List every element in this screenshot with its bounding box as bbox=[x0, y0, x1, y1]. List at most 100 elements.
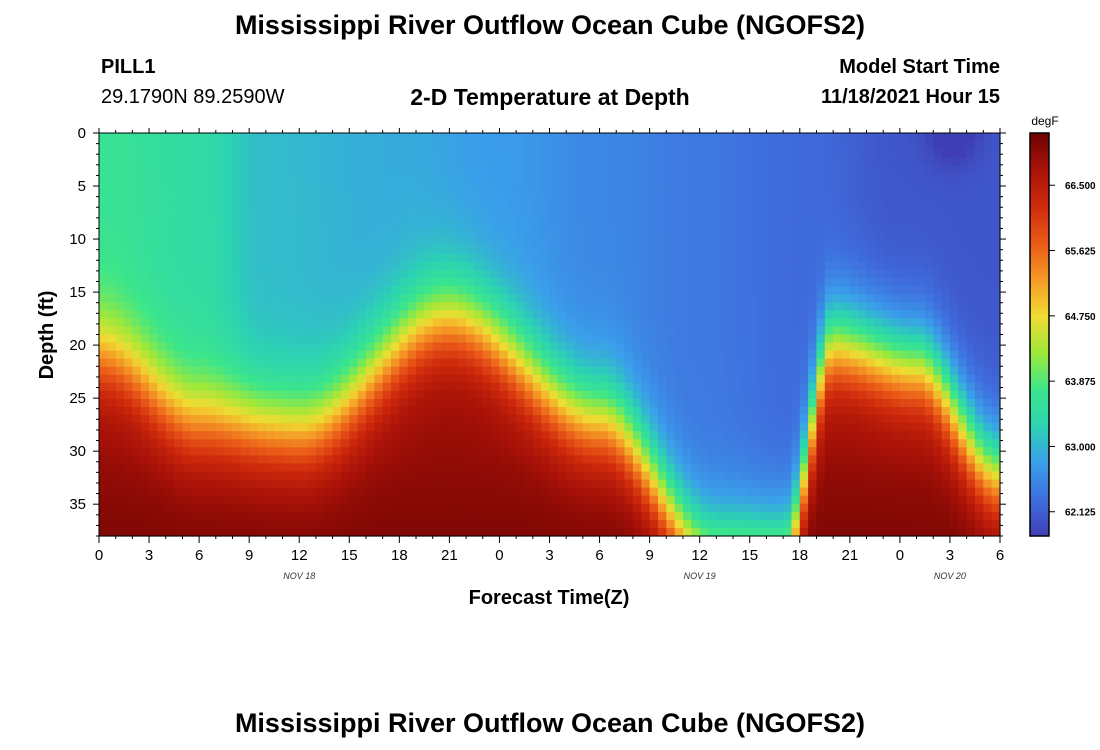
heatmap-cell bbox=[307, 382, 317, 392]
heatmap-cell bbox=[482, 415, 492, 424]
heatmap-cell bbox=[215, 431, 225, 440]
heatmap-cell bbox=[816, 439, 826, 448]
heatmap-cell bbox=[641, 157, 651, 166]
heatmap-cell bbox=[374, 229, 384, 239]
heatmap-cell bbox=[758, 221, 767, 231]
heatmap-cell bbox=[791, 278, 801, 287]
heatmap-cell bbox=[174, 310, 184, 319]
heatmap-cell bbox=[524, 189, 534, 199]
heatmap-cell bbox=[491, 286, 501, 295]
heatmap-cell bbox=[691, 334, 701, 344]
heatmap-cell bbox=[591, 390, 601, 400]
heatmap-cell bbox=[766, 302, 776, 311]
heatmap-cell bbox=[624, 213, 634, 223]
heatmap-cell bbox=[315, 463, 325, 473]
heatmap-cell bbox=[182, 326, 192, 336]
heatmap-cell bbox=[799, 519, 809, 529]
heatmap-cell bbox=[899, 221, 909, 231]
heatmap-cell bbox=[491, 310, 501, 319]
heatmap-cell bbox=[132, 487, 142, 497]
heatmap-cell bbox=[657, 221, 667, 231]
heatmap-cell bbox=[524, 253, 534, 263]
heatmap-cell bbox=[315, 342, 325, 352]
heatmap-cell bbox=[716, 326, 726, 336]
heatmap-cell bbox=[274, 511, 284, 521]
heatmap-cell bbox=[365, 407, 375, 416]
heatmap-cell bbox=[165, 463, 175, 473]
heatmap-cell bbox=[691, 471, 701, 481]
heatmap-cell bbox=[541, 463, 551, 473]
heatmap-cell bbox=[165, 382, 175, 392]
heatmap-cell bbox=[332, 447, 342, 456]
heatmap-cell bbox=[774, 157, 784, 166]
heatmap-cell bbox=[824, 487, 834, 497]
heatmap-cell bbox=[849, 511, 859, 521]
heatmap-cell bbox=[340, 181, 350, 191]
heatmap-cell bbox=[616, 149, 626, 158]
heatmap-cell bbox=[416, 463, 425, 473]
heatmap-cell bbox=[449, 245, 459, 255]
heatmap-cell bbox=[582, 237, 592, 247]
heatmap-cell bbox=[407, 213, 417, 223]
heatmap-cell bbox=[207, 157, 217, 166]
heatmap-cell bbox=[591, 261, 601, 271]
heatmap-cell bbox=[274, 366, 284, 376]
heatmap-cell bbox=[649, 141, 659, 150]
heatmap-cell bbox=[607, 479, 617, 489]
heatmap-cell bbox=[549, 213, 559, 223]
heatmap-cell bbox=[532, 181, 542, 191]
heatmap-cell bbox=[307, 398, 317, 408]
heatmap-cell bbox=[432, 350, 442, 360]
heatmap-cell bbox=[641, 342, 651, 352]
heatmap-cell bbox=[891, 261, 901, 271]
heatmap-cell bbox=[641, 149, 651, 158]
heatmap-cell bbox=[924, 398, 934, 408]
heatmap-cell bbox=[574, 229, 584, 239]
heatmap-cell bbox=[783, 261, 793, 271]
heatmap-cell bbox=[699, 455, 709, 465]
heatmap-cell bbox=[599, 157, 609, 166]
heatmap-cell bbox=[741, 278, 751, 287]
heatmap-cell bbox=[190, 205, 200, 215]
heatmap-cell bbox=[599, 439, 609, 448]
heatmap-cell bbox=[566, 390, 576, 400]
heatmap-cell bbox=[708, 181, 717, 191]
heatmap-cell bbox=[249, 326, 259, 336]
heatmap-cell bbox=[340, 318, 350, 328]
heatmap-cell bbox=[632, 495, 642, 505]
heatmap-cell bbox=[891, 455, 901, 465]
heatmap-cell bbox=[541, 157, 551, 166]
heatmap-cell bbox=[157, 189, 167, 199]
heatmap-cell bbox=[365, 229, 375, 239]
heatmap-cell bbox=[899, 423, 909, 432]
heatmap-cell bbox=[115, 455, 125, 465]
heatmap-cell bbox=[315, 423, 325, 432]
heatmap-cell bbox=[315, 382, 325, 392]
heatmap-cell bbox=[541, 503, 551, 513]
heatmap-cell bbox=[115, 479, 125, 489]
heatmap-cell bbox=[849, 439, 859, 448]
heatmap-cell bbox=[758, 415, 767, 424]
heatmap-cell bbox=[115, 181, 125, 191]
heatmap-cell bbox=[107, 342, 117, 352]
heatmap-cell bbox=[290, 487, 300, 497]
heatmap-cell bbox=[574, 181, 584, 191]
heatmap-cell bbox=[766, 511, 776, 521]
heatmap-cell bbox=[199, 358, 209, 368]
heatmap-cell bbox=[315, 278, 325, 287]
heatmap-cell bbox=[374, 286, 384, 295]
heatmap-cell bbox=[624, 261, 634, 271]
heatmap-cell bbox=[582, 415, 592, 424]
heatmap-cell bbox=[499, 350, 509, 360]
heatmap-cell bbox=[858, 527, 868, 537]
heatmap-cell bbox=[641, 221, 651, 231]
heatmap-cell bbox=[841, 157, 851, 166]
heatmap-cell bbox=[407, 390, 417, 400]
heatmap-cell bbox=[657, 374, 667, 384]
heatmap-cell bbox=[482, 213, 492, 223]
heatmap-cell bbox=[824, 398, 834, 408]
heatmap-cell bbox=[883, 415, 893, 424]
heatmap-cell bbox=[115, 173, 125, 182]
heatmap-cell bbox=[666, 165, 676, 174]
heatmap-cell bbox=[315, 133, 325, 142]
